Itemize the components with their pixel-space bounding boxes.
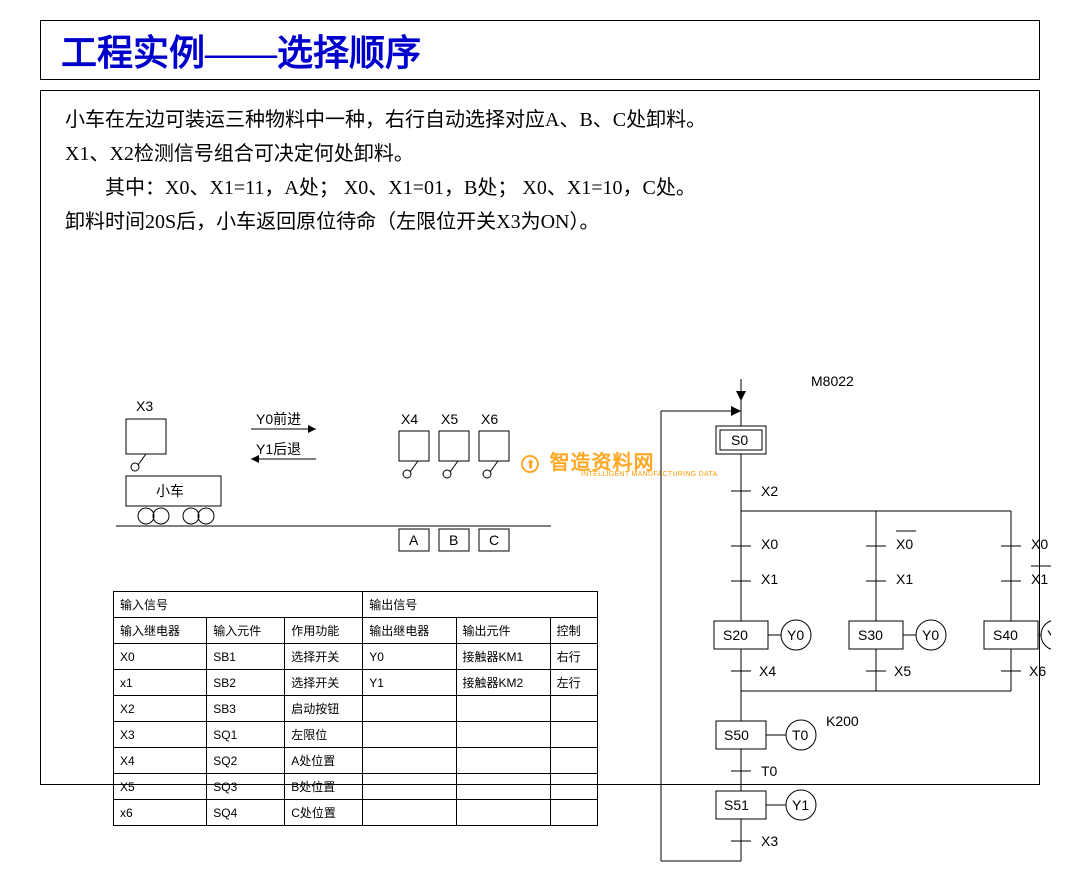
station-b: B	[449, 532, 458, 548]
svg-text:X5: X5	[441, 411, 458, 427]
svg-text:Y0: Y0	[922, 627, 939, 643]
table-row: x1SB2选择开关Y1接触器KM2左行	[114, 670, 598, 696]
svg-text:X0: X0	[896, 536, 913, 552]
sfc-t0-cond: T0	[761, 763, 778, 779]
svg-text:Y0: Y0	[1047, 627, 1051, 643]
sensor-x6: X6	[479, 411, 509, 478]
table-row: X4SQ2A处位置	[114, 748, 598, 774]
svg-text:S30: S30	[858, 627, 883, 643]
sfc-x3: X3	[761, 833, 778, 849]
scene-illustration: X3 小车 Y0前进 Y1后退 X4	[101, 371, 561, 571]
page-title: 工程实例——选择顺序	[61, 24, 421, 76]
content-frame: 小车在左边可装运三种物料中一种，右行自动选择对应A、B、C处卸料。 X1、X2检…	[40, 90, 1040, 785]
sfc-chart: M8022 S0 X2 X0 X1 S20 Y0 X4 X0 X1 S30 Y0 X5 X0 X1 S4…	[631, 371, 1051, 871]
description-block: 小车在左边可装运三种物料中一种，右行自动选择对应A、B、C处卸料。 X1、X2检…	[41, 91, 1039, 239]
svg-text:X5: X5	[894, 663, 911, 679]
table-header-input: 输入信号	[114, 592, 363, 618]
station-a: A	[409, 532, 419, 548]
sfc-t0-action: T0	[792, 727, 809, 743]
cart-label: 小车	[156, 483, 184, 499]
sfc-s0: S0	[731, 432, 748, 448]
svg-text:Y0: Y0	[787, 627, 804, 643]
desc-line-1: 小车在左边可装运三种物料中一种，右行自动选择对应A、B、C处卸料。	[65, 103, 1015, 137]
table-row: x6SQ4C处位置	[114, 800, 598, 826]
svg-text:X1: X1	[761, 571, 778, 587]
svg-text:S20: S20	[723, 627, 748, 643]
svg-text:X0: X0	[761, 536, 778, 552]
svg-text:X4: X4	[401, 411, 418, 427]
desc-line-3: 其中：X0、X1=11，A处； X0、X1=01，B处； X0、X1=10，C处…	[65, 171, 1015, 205]
table-header-output: 输出信号	[363, 592, 598, 618]
y1-label: Y1后退	[256, 441, 301, 457]
sfc-s50: S50	[724, 727, 749, 743]
x3-label: X3	[136, 398, 153, 414]
sfc-x2: X2	[761, 483, 778, 499]
desc-line-4: 卸料时间20S后，小车返回原位待命（左限位开关X3为ON）。	[65, 205, 1015, 239]
table-subheader: 输入继电器输入元件作用功能 输出继电器输出元件控制	[114, 618, 598, 644]
sensor-x4: X4	[399, 411, 429, 478]
signal-table: 输入信号 输出信号 输入继电器输入元件作用功能 输出继电器输出元件控制 X0SB…	[113, 591, 598, 826]
y0-label: Y0前进	[256, 411, 301, 427]
sfc-m8022: M8022	[811, 373, 854, 389]
sfc-s51: S51	[724, 797, 749, 813]
sfc-k200: K200	[826, 713, 859, 729]
table-row: X2SB3启动按钮	[114, 696, 598, 722]
sfc-y1: Y1	[792, 797, 809, 813]
sensor-x5: X5	[439, 411, 469, 478]
title-bar: 工程实例——选择顺序	[40, 20, 1040, 80]
station-c: C	[489, 532, 499, 548]
table-row: X5SQ3B处位置	[114, 774, 598, 800]
svg-text:X1: X1	[896, 571, 913, 587]
svg-text:X1: X1	[1031, 571, 1048, 587]
svg-text:S40: S40	[993, 627, 1018, 643]
svg-text:X6: X6	[481, 411, 498, 427]
svg-text:X4: X4	[759, 663, 776, 679]
svg-text:X6: X6	[1029, 663, 1046, 679]
desc-line-2: X1、X2检测信号组合可决定何处卸料。	[65, 137, 1015, 171]
svg-text:X0: X0	[1031, 536, 1048, 552]
table-row: X3SQ1左限位	[114, 722, 598, 748]
table-row: X0SB1选择开关Y0接触器KM1右行	[114, 644, 598, 670]
